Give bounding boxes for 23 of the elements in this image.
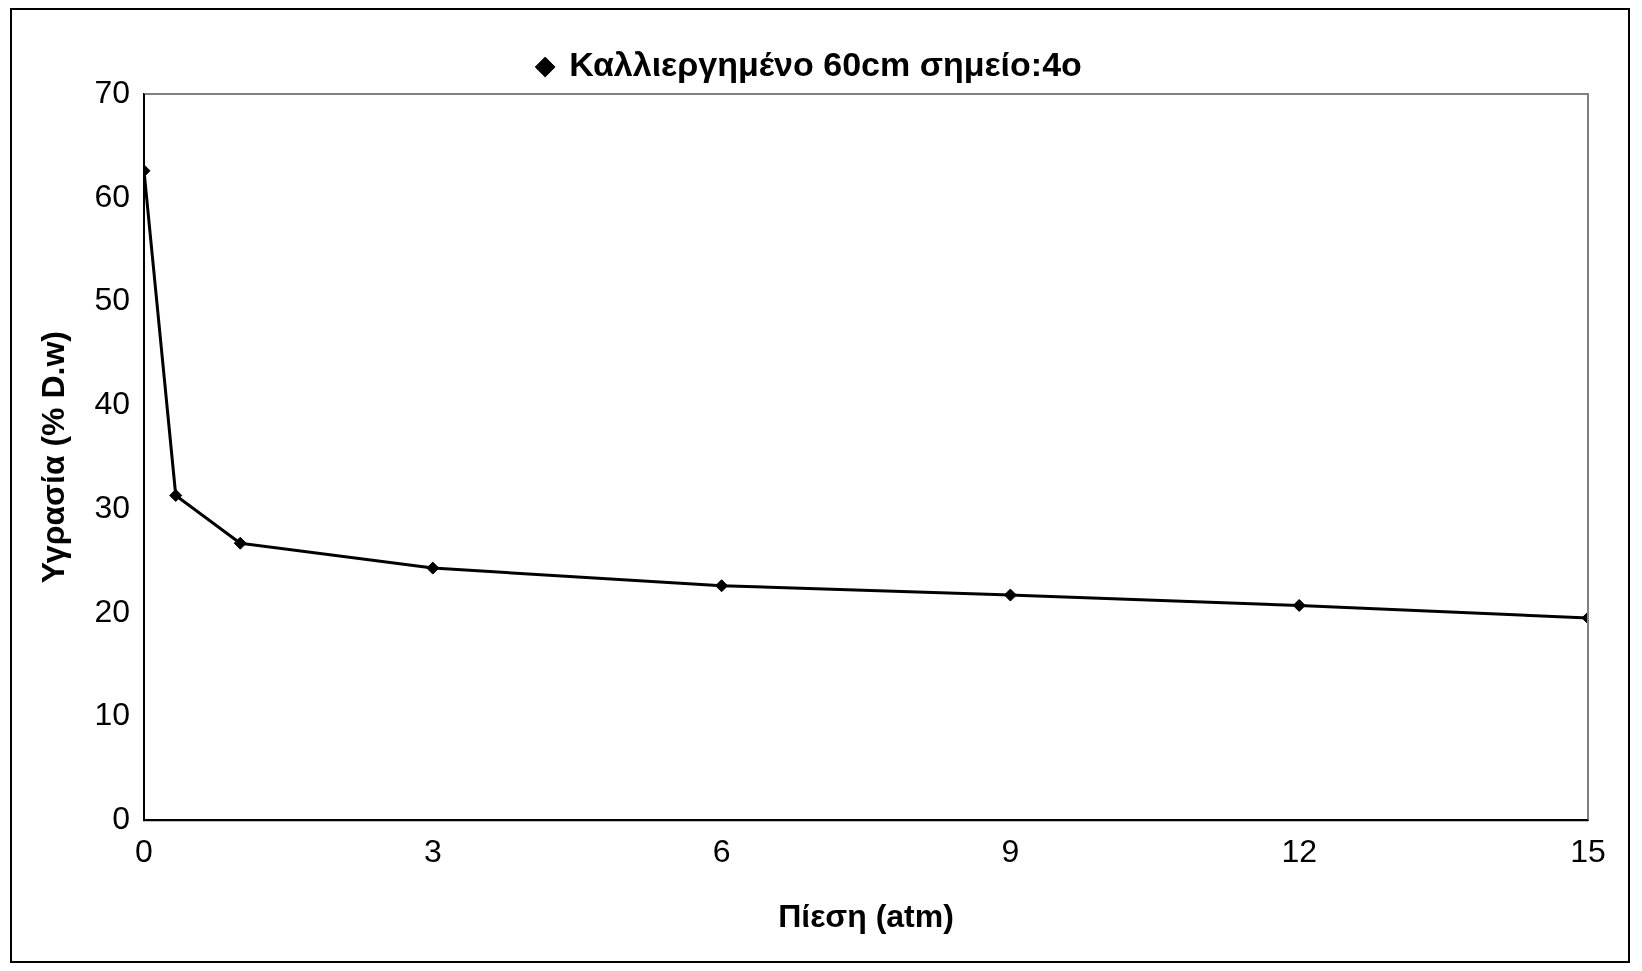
x-tick-label: 15 (1570, 833, 1606, 870)
y-tick-label: 60 (94, 177, 130, 214)
y-tick-label: 70 (94, 73, 130, 110)
point (1292, 598, 1306, 612)
point (169, 488, 183, 502)
x-tick-label: 0 (135, 833, 153, 870)
x-tick-label: 3 (423, 833, 442, 870)
y-tick-label: 30 (94, 488, 130, 525)
point (233, 536, 247, 550)
x-tick-label: 9 (1001, 833, 1020, 870)
legend-label: Καλλιεργημένο 60cm σημείο:4ο (569, 45, 1082, 84)
point (715, 579, 729, 593)
point (1003, 588, 1017, 602)
y-tick-label: 50 (94, 281, 130, 318)
point (426, 561, 440, 575)
y-tick-label: 40 (94, 385, 130, 422)
y-axis-title: Υγρασία (% D.w) (35, 331, 72, 584)
y-tick-label: 0 (112, 800, 130, 837)
x-axis-title: Πίεση (atm) (778, 897, 954, 934)
y-tick-label: 10 (94, 696, 130, 733)
y-tick-label: 20 (94, 592, 130, 629)
x-tick-label: 12 (1281, 833, 1317, 870)
x-tick-label: 6 (712, 833, 731, 870)
